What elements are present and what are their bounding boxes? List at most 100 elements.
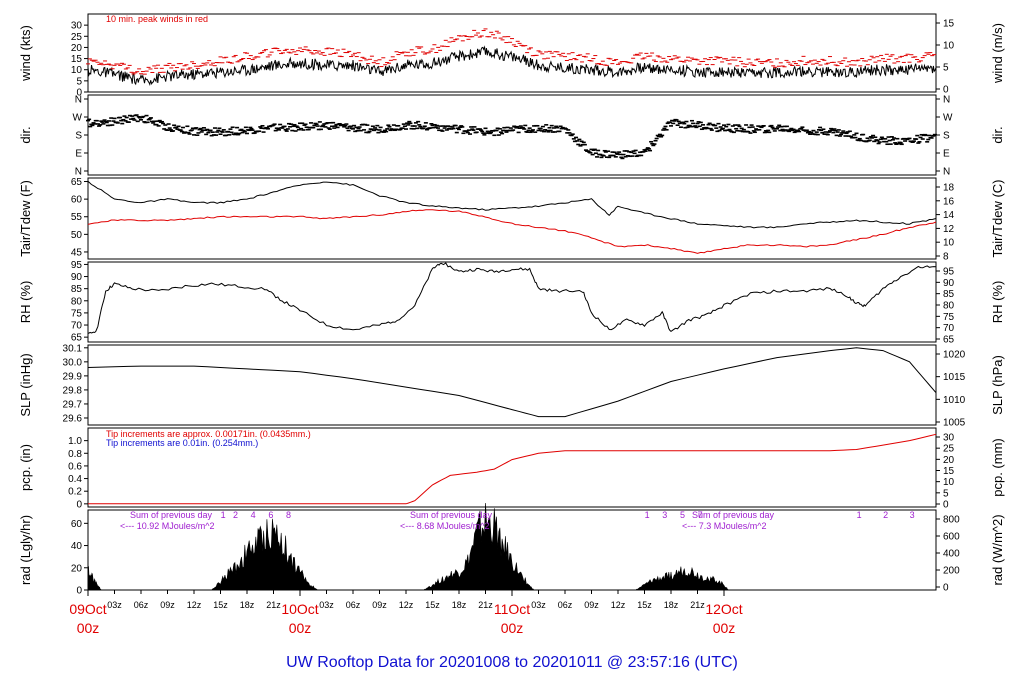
dir-point — [830, 129, 835, 131]
dir-point — [179, 130, 184, 133]
dir-point — [233, 132, 238, 135]
dir-point — [517, 127, 522, 129]
dir-point — [135, 120, 140, 123]
dir-point — [402, 125, 407, 128]
dir-point — [716, 122, 721, 125]
dir-point — [819, 129, 824, 132]
y-tick-label: N — [75, 95, 82, 106]
dir-point — [328, 121, 333, 124]
x-date-label: 10Oct — [281, 601, 318, 617]
dir-point — [407, 120, 412, 123]
rad-hour-number: 7 — [698, 510, 703, 520]
dir-point — [696, 121, 701, 123]
dir-point — [454, 131, 459, 134]
y-tick-label: 10 — [71, 65, 83, 76]
dir-point — [681, 121, 686, 124]
dir-point — [464, 130, 469, 133]
x-tick-label: 18z — [664, 600, 679, 610]
dir-point — [535, 125, 540, 127]
dir-point — [852, 134, 857, 136]
x-tick-label: 06z — [346, 600, 361, 610]
dir-point — [432, 123, 437, 126]
dir-point — [901, 137, 906, 140]
dir-point — [206, 131, 211, 134]
y-tick-label: 29.8 — [63, 385, 83, 396]
dir-point — [871, 134, 876, 137]
dir-point — [565, 132, 570, 134]
dir-point — [236, 133, 241, 136]
dir-point — [370, 125, 375, 128]
dir-point — [888, 143, 893, 145]
dir-point — [899, 143, 904, 146]
rad-hour-number: 8 — [286, 510, 291, 520]
dir-point — [459, 125, 464, 127]
dir-point — [102, 119, 107, 121]
dir-point — [644, 148, 649, 151]
y-tick-label: 30 — [71, 21, 83, 32]
dir-point — [496, 134, 501, 136]
dir-point — [134, 114, 139, 116]
y-tick-label-right: 10 — [943, 41, 955, 52]
dir-point — [609, 154, 614, 157]
dir-point — [800, 126, 805, 128]
dir-point — [691, 122, 696, 125]
dir-point — [89, 123, 94, 126]
dir-point — [381, 131, 386, 133]
dir-point — [529, 130, 534, 132]
y-tick-label: 80 — [71, 296, 83, 307]
rad-hour-number: 6 — [268, 510, 273, 520]
dir-point — [869, 137, 874, 139]
dir-point — [232, 133, 237, 136]
dir-point — [311, 126, 316, 129]
dir-point — [548, 129, 553, 132]
y-tick-label-right: 95 — [943, 267, 955, 278]
dir-point — [290, 129, 295, 132]
dir-point — [916, 142, 921, 144]
dir-point — [455, 127, 460, 130]
dir-point — [126, 121, 131, 123]
dir-point — [546, 131, 551, 133]
dir-point — [343, 124, 348, 127]
dir-point — [123, 120, 128, 122]
dir-point — [162, 128, 167, 130]
dir-point — [861, 133, 866, 136]
dir-point — [504, 131, 509, 133]
dir-point — [334, 123, 339, 126]
dir-point — [450, 126, 455, 128]
dir-point — [360, 123, 365, 126]
dir-point — [833, 129, 838, 132]
dir-point — [121, 118, 126, 121]
dir-point — [586, 150, 591, 152]
dir-point — [694, 126, 699, 129]
dir-point — [725, 129, 730, 131]
dir-point — [430, 124, 435, 127]
dir-point — [272, 123, 277, 125]
dir-point — [857, 137, 862, 140]
y-tick-label: 0.6 — [68, 461, 82, 472]
y-tick-label: 29.7 — [63, 399, 83, 410]
dir-point — [628, 155, 633, 158]
y-axis-label: dir. — [18, 126, 33, 143]
dir-point — [465, 131, 470, 134]
dir-point — [886, 136, 891, 138]
dir-point — [917, 141, 922, 143]
dir-point — [482, 134, 487, 136]
dir-point — [258, 126, 263, 128]
dir-point — [216, 129, 221, 132]
dir-point — [559, 127, 564, 130]
y-tick-label-right: 1015 — [943, 372, 966, 383]
dir-point — [781, 130, 786, 132]
dir-point — [118, 116, 123, 119]
y-tick-label: 0 — [76, 586, 82, 597]
y-tick-label: 0.8 — [68, 449, 82, 460]
dir-point — [312, 124, 317, 127]
dir-point — [429, 123, 434, 125]
dir-point — [318, 128, 323, 131]
rad-sum-value: <--- 10.92 MJoules/m^2 — [120, 521, 215, 531]
rad-hour-number: 3 — [662, 510, 667, 520]
dir-point — [189, 129, 194, 131]
dir-point — [540, 125, 545, 128]
dir-point — [147, 118, 152, 120]
dir-point — [809, 131, 814, 134]
dir-point — [667, 121, 672, 124]
